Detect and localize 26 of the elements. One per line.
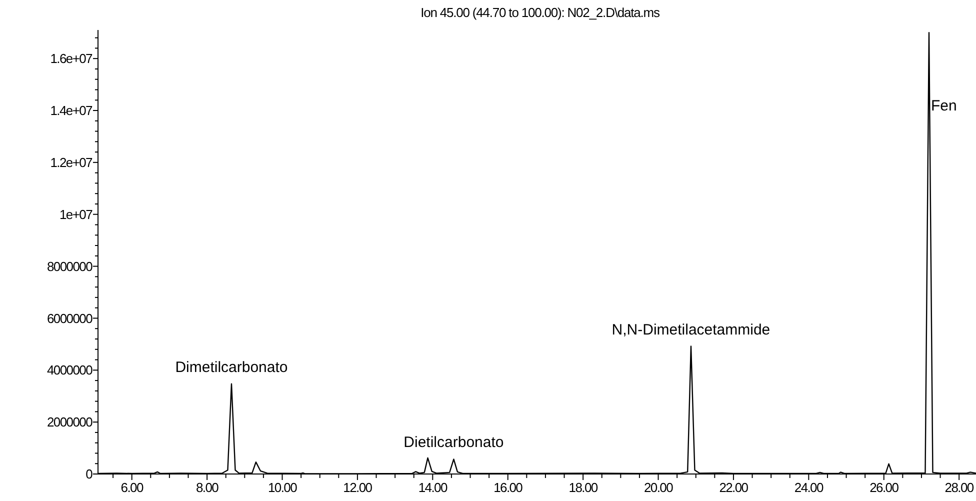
y-tick-label: 1.2e+07 bbox=[50, 154, 93, 170]
annotation: N,N-Dimetilacetammide bbox=[612, 321, 770, 338]
x-tick-label: 14.00 bbox=[418, 480, 448, 495]
y-tick-label: 0 bbox=[86, 466, 93, 482]
y-tick-label: 6000000 bbox=[46, 310, 93, 326]
x-tick-label: 6.00 bbox=[120, 480, 144, 495]
annotation: Dietilcarbonato bbox=[404, 434, 504, 452]
x-tick-label: 8.00 bbox=[196, 480, 219, 495]
x-tick-label: 24.00 bbox=[794, 480, 824, 495]
y-tick-label: 1.4e+07 bbox=[50, 103, 93, 118]
x-tick-label: 28.00 bbox=[944, 480, 974, 495]
y-tick-label: 1.6e+07 bbox=[50, 51, 93, 66]
y-tick-label: 1e+07 bbox=[59, 206, 93, 222]
annotation: Dimetilcarbonato bbox=[175, 358, 288, 376]
x-tick-label: 16.00 bbox=[494, 480, 523, 495]
x-tick-label: 20.00 bbox=[644, 480, 674, 495]
y-tick-label: 2000000 bbox=[46, 414, 93, 430]
x-tick-label: 10.00 bbox=[268, 480, 298, 495]
x-tick-label: 22.00 bbox=[719, 480, 748, 495]
x-tick-label: 12.00 bbox=[343, 480, 372, 495]
annotation: Fen bbox=[931, 97, 957, 114]
y-tick-label: 8000000 bbox=[46, 258, 93, 274]
y-tick-label: 4000000 bbox=[46, 362, 93, 378]
x-tick-label: 26.00 bbox=[870, 480, 899, 495]
x-tick-label: 18.00 bbox=[568, 480, 598, 495]
chart-title: Ion 45.00 (44.70 to 100.00): N02_2.D\data.ms bbox=[420, 5, 661, 20]
